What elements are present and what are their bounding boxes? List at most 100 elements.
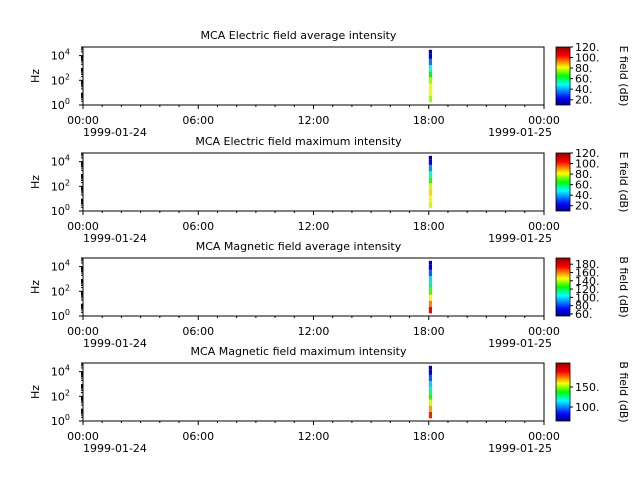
data-cell (428, 171, 432, 178)
colorbar-tick-label: 20. (575, 94, 593, 107)
colorbar-tick-label: 100. (575, 158, 600, 171)
x-date-end: 1999-01-25 (488, 232, 552, 245)
colorbar-tick-label: 120. (575, 41, 600, 54)
x-date-end: 1999-01-25 (488, 126, 552, 139)
data-cell (428, 77, 432, 84)
colorbar (555, 46, 571, 106)
y-tick-label: 104 (51, 154, 70, 169)
y-tick-label: 102 (51, 72, 70, 87)
data-cell (428, 65, 432, 72)
colorbar-tick-label: 120. (575, 147, 600, 160)
colorbar-tick-label: 150. (575, 381, 600, 394)
data-cell (428, 89, 432, 96)
colorbar-label: E field (dB) (617, 46, 630, 107)
y-axis-label: Hz (29, 175, 42, 189)
colorbar (555, 152, 571, 212)
y-axis-label: Hz (29, 69, 42, 83)
y-tick-label: 100 (51, 308, 70, 323)
colorbar-label: B field (dB) (617, 256, 630, 317)
colorbar-tick-label: 100. (575, 52, 600, 65)
data-cell (428, 159, 432, 165)
colorbar-tick-label: 60. (575, 179, 593, 192)
x-tick-label: 00:00 (67, 114, 99, 127)
colorbar-tick-label: 60. (575, 73, 593, 86)
y-tick-label: 102 (51, 283, 70, 298)
axes-frame (82, 257, 545, 317)
data-cell (428, 282, 432, 289)
x-tick-label: 18:00 (413, 325, 445, 338)
x-tick-label: 00:00 (528, 114, 560, 127)
panel-title: MCA Magnetic field maximum intensity (191, 345, 407, 358)
x-tick-label: 06:00 (182, 114, 214, 127)
panel-1: MCA Electric field average intensity 100 1… (29, 29, 630, 139)
data-cell (428, 405, 432, 412)
colorbar-tick-label: 40. (575, 83, 593, 96)
data-cell (428, 264, 432, 270)
y-tick-label: 104 (51, 364, 70, 379)
colorbar-tick-label: 100. (575, 401, 600, 414)
colorbar (555, 362, 571, 422)
colorbar-tick-label: 80. (575, 300, 593, 313)
x-tick-label: 12:00 (298, 114, 330, 127)
data-cell (428, 381, 432, 388)
x-tick-label: 18:00 (413, 430, 445, 443)
y-tick-label: 100 (51, 413, 70, 428)
data-cell (428, 164, 432, 172)
x-date-start: 1999-01-24 (83, 232, 147, 245)
panel-title: MCA Magnetic field average intensity (196, 240, 402, 253)
y-axis-label: Hz (29, 280, 42, 294)
x-tick-label: 18:00 (413, 114, 445, 127)
colorbar-tick-label: 80. (575, 62, 593, 75)
data-cell (428, 387, 432, 394)
x-tick-label: 12:00 (298, 220, 330, 233)
data-cell (428, 201, 432, 209)
colorbar-tick-label: 20. (575, 200, 593, 213)
axes-frame (82, 362, 545, 422)
axes-frame (82, 46, 545, 106)
data-cell (428, 288, 432, 295)
data-cell (428, 189, 432, 196)
y-tick-label: 104 (51, 48, 70, 63)
data-cell (428, 260, 432, 265)
x-tick-label: 00:00 (528, 430, 560, 443)
colorbar-tick-label: 140. (575, 275, 600, 288)
data-cell (428, 306, 432, 314)
y-axis-label: Hz (29, 385, 42, 399)
x-tick-label: 06:00 (182, 325, 214, 338)
data-cell (428, 71, 432, 78)
colorbar-tick-label: 160. (575, 267, 600, 280)
panel-3: MCA Magnetic field average intensity 100 1… (29, 240, 630, 350)
x-tick-label: 12:00 (298, 430, 330, 443)
panel-title: MCA Electric field average intensity (201, 29, 397, 42)
x-tick-label: 00:00 (528, 325, 560, 338)
data-cell (428, 374, 432, 382)
x-tick-label: 00:00 (67, 220, 99, 233)
y-tick-label: 102 (51, 388, 70, 403)
x-tick-label: 00:00 (67, 325, 99, 338)
panel-4: MCA Magnetic field maximum intensity 100 1… (29, 345, 630, 455)
data-cell (428, 399, 432, 406)
colorbar-tick-label: 40. (575, 189, 593, 202)
x-tick-label: 12:00 (298, 325, 330, 338)
data-cell (428, 269, 432, 277)
colorbar-tick-label: 100. (575, 291, 600, 304)
colorbar-tick-label: 80. (575, 168, 593, 181)
colorbar-label: E field (dB) (617, 152, 630, 213)
data-cell (428, 83, 432, 90)
axes-frame (82, 152, 545, 212)
colorbar-tick-label: 60. (575, 308, 593, 321)
panel-title: MCA Electric field maximum intensity (195, 135, 402, 148)
x-date-start: 1999-01-24 (83, 337, 147, 350)
colorbar-tick-label: 180. (575, 258, 600, 271)
data-cell (428, 95, 432, 103)
data-cell (428, 365, 432, 370)
panel-2: MCA Electric field maximum intensity 100 1… (29, 135, 630, 245)
data-cell (428, 369, 432, 375)
y-tick-label: 100 (51, 97, 70, 112)
data-cell (428, 276, 432, 283)
y-tick-label: 104 (51, 259, 70, 274)
x-date-end: 1999-01-25 (488, 442, 552, 455)
colorbar-tick-label: 120. (575, 283, 600, 296)
x-tick-label: 00:00 (67, 430, 99, 443)
x-tick-label: 06:00 (182, 430, 214, 443)
